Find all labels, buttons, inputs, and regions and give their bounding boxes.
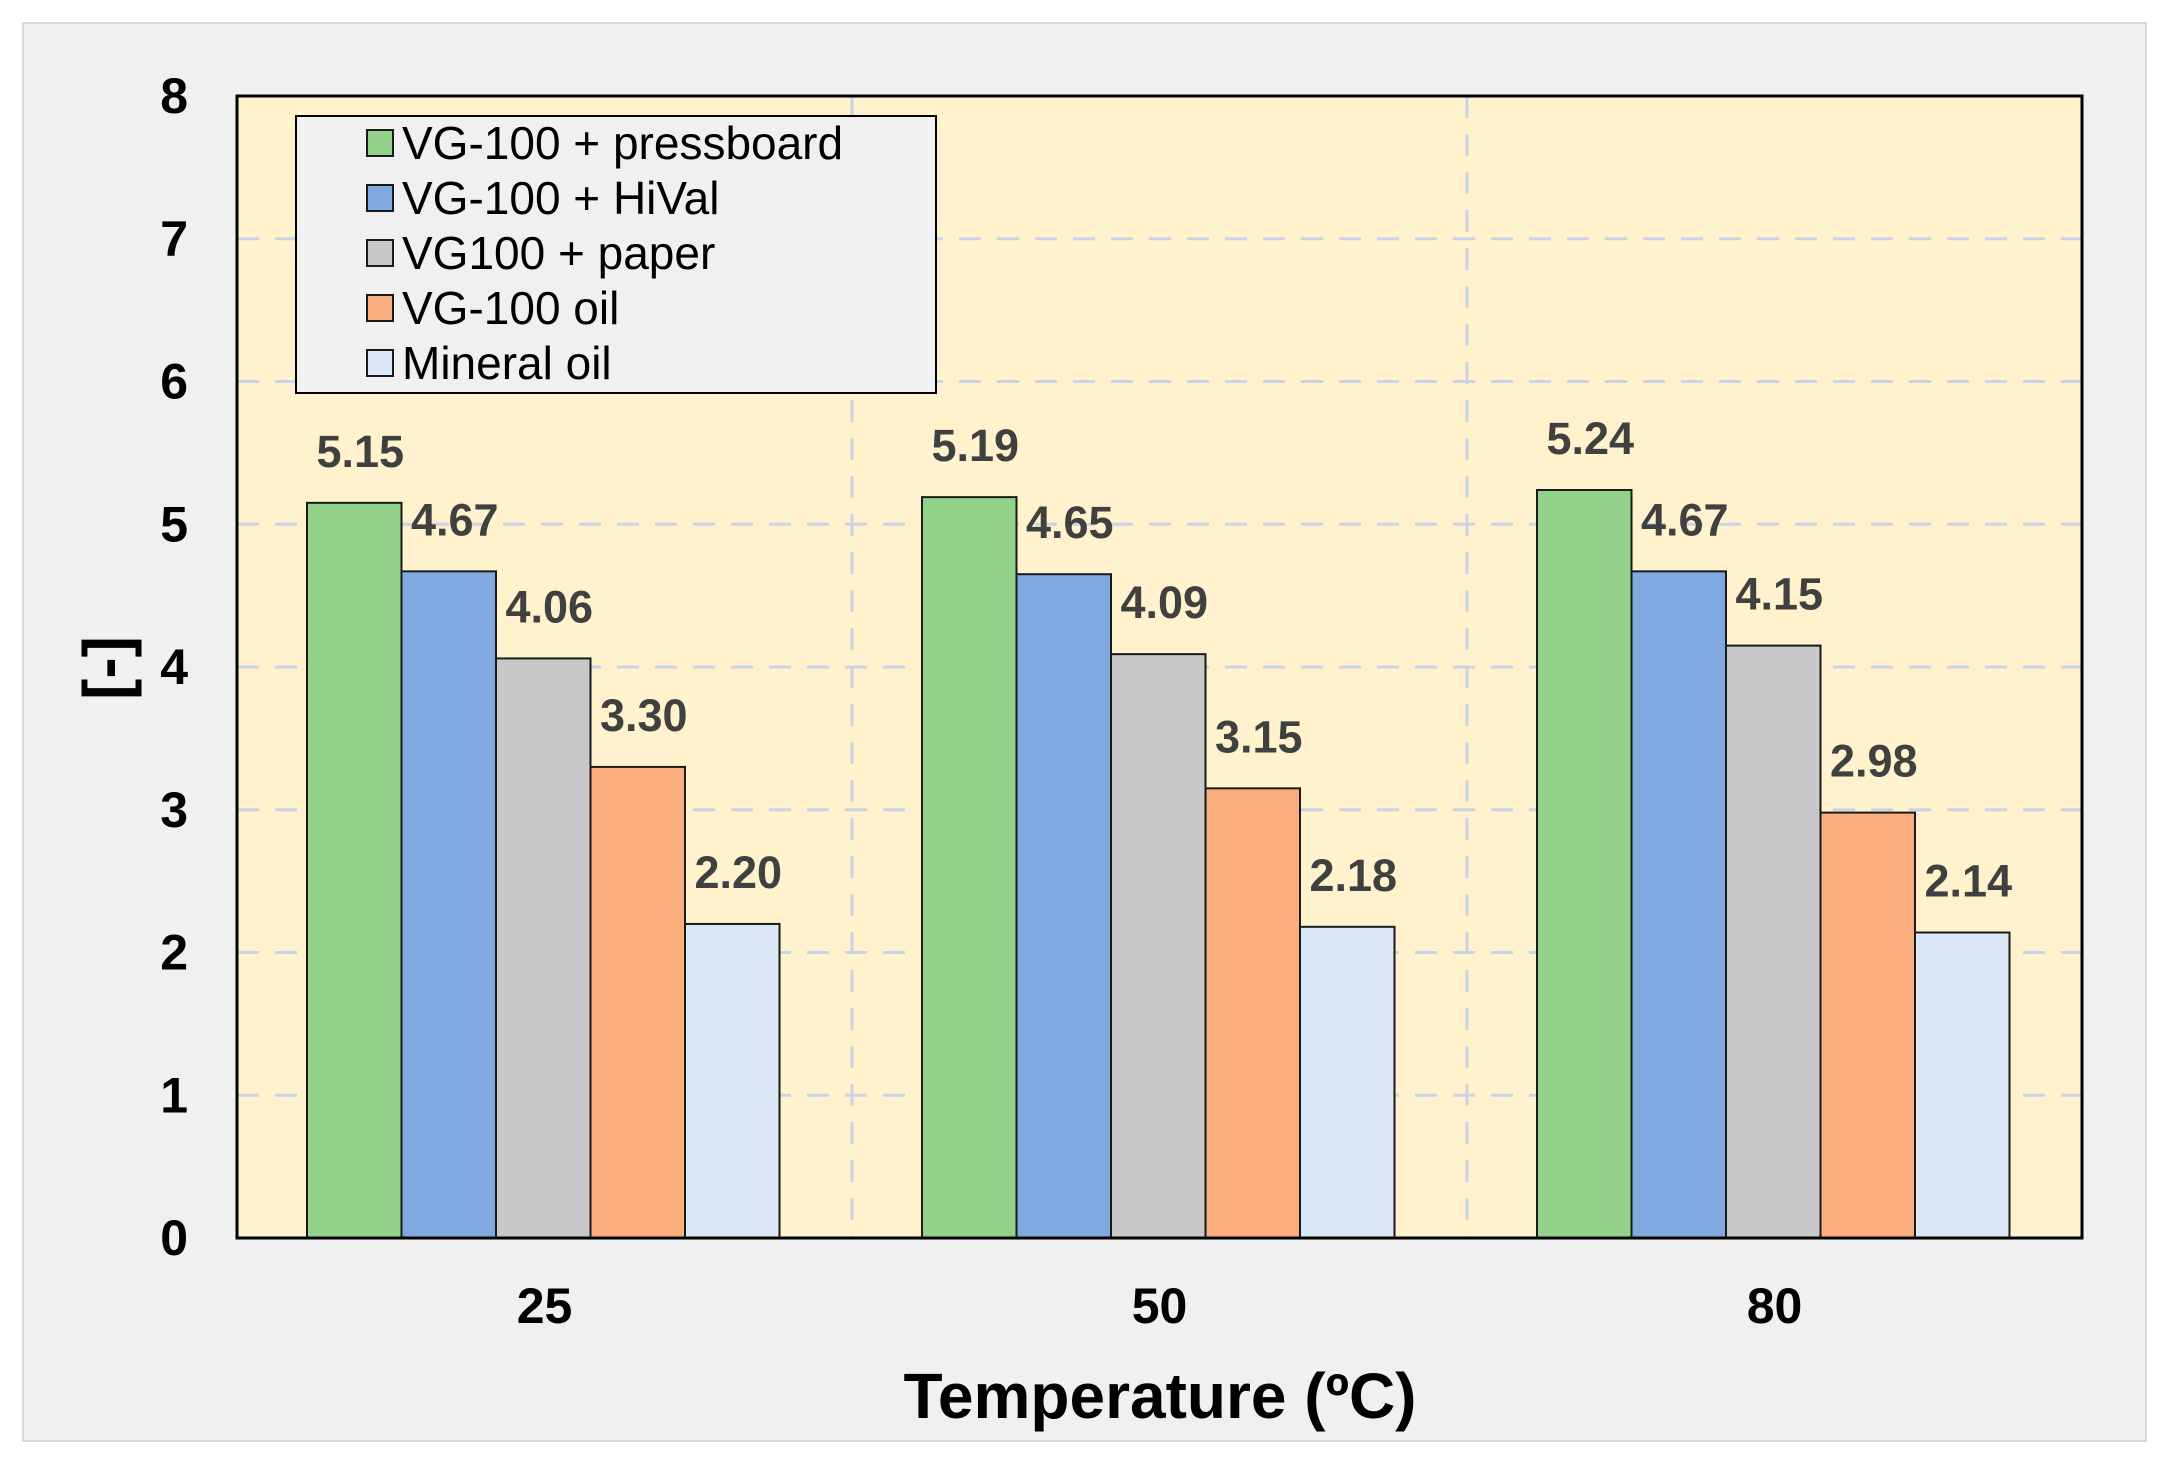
legend-swatch [366, 239, 394, 267]
y-tick-label: 1 [160, 1067, 188, 1123]
data-label: 2.18 [1309, 850, 1397, 901]
legend-label: VG-100 + pressboard [402, 117, 843, 169]
legend-swatch [366, 129, 394, 157]
bar-4-cat-25 [589, 765, 686, 1239]
data-label: 2.98 [1830, 736, 1918, 787]
x-tick-label: 25 [517, 1278, 573, 1334]
legend-label: VG-100 + HiVal [402, 172, 719, 224]
bar-2-cat-50 [1015, 573, 1112, 1239]
data-label: 3.15 [1215, 711, 1303, 762]
x-axis-title: Temperature (ºC) [904, 1360, 1417, 1432]
bars [306, 488, 2011, 1240]
y-tick-label: 7 [160, 211, 188, 267]
data-label: 4.06 [505, 581, 593, 632]
data-label: 4.09 [1120, 577, 1208, 628]
plot-border [235, 94, 2084, 1240]
x-tick-labels: 25 50 80 [517, 1278, 1803, 1334]
x-tick-label: 80 [1747, 1278, 1803, 1334]
data-label: 2.20 [694, 847, 782, 898]
bar-4-cat-80 [1819, 811, 1916, 1239]
data-label: 2.14 [1924, 856, 2012, 907]
data-label: 4.67 [1641, 494, 1729, 545]
bar-3-cat-25 [495, 657, 592, 1239]
bar-1-cat-50 [921, 496, 1018, 1239]
y-tick-label: 0 [160, 1210, 188, 1266]
bar-1-cat-80 [1536, 488, 1633, 1239]
bar-3-cat-80 [1725, 644, 1822, 1239]
bar-5-cat-50 [1299, 925, 1396, 1239]
bar-3-cat-50 [1110, 653, 1207, 1239]
bar-4-cat-50 [1204, 787, 1301, 1240]
y-tick-labels: 0 1 2 3 4 5 6 7 8 [160, 68, 188, 1266]
legend-box [295, 115, 937, 394]
y-tick-label: 6 [160, 354, 188, 410]
data-label: 4.67 [411, 494, 499, 545]
data-label: 4.15 [1735, 569, 1823, 620]
bar-1-cat-25 [306, 501, 403, 1239]
legend-label: VG-100 oil [402, 282, 619, 334]
x-tick-label: 50 [1132, 1278, 1188, 1334]
data-label: 5.24 [1546, 413, 1634, 464]
y-tick-label: 3 [160, 782, 188, 838]
legend-swatch [366, 294, 394, 322]
y-tick-label: 2 [160, 925, 188, 981]
legend-label: VG100 + paper [402, 227, 715, 279]
y-tick-label: 5 [160, 496, 188, 552]
legend-swatch [366, 184, 394, 212]
axes [235, 94, 2084, 1240]
legend-label: Mineral oil [402, 337, 612, 389]
bar-2-cat-80 [1630, 570, 1727, 1239]
data-label: 3.30 [600, 690, 688, 741]
bar-5-cat-80 [1914, 931, 2011, 1239]
bar-5-cat-25 [684, 922, 781, 1239]
y-tick-label: 4 [160, 639, 188, 695]
data-label: 5.15 [316, 426, 404, 477]
data-label: 5.19 [931, 420, 1019, 471]
legend-swatch [366, 349, 394, 377]
y-tick-label: 8 [160, 68, 188, 124]
bar-2-cat-25 [400, 570, 497, 1239]
y-axis-title: [-] [70, 636, 142, 700]
data-labels: 5.154.674.063.302.205.194.654.093.152.18… [316, 413, 2012, 907]
data-label: 4.65 [1026, 497, 1114, 548]
